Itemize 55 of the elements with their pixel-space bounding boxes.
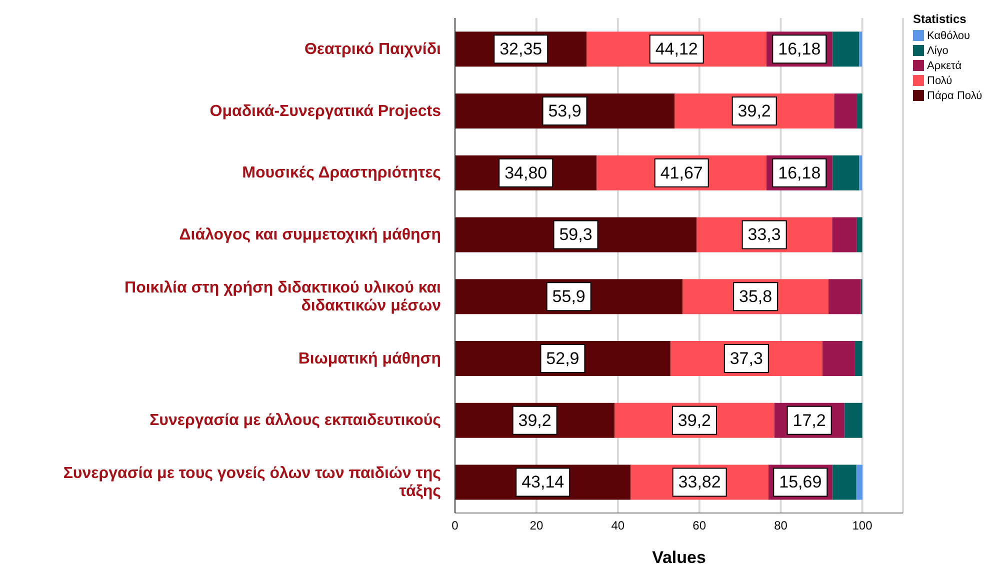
- data-label: 35,8: [739, 287, 772, 306]
- bar: [859, 155, 862, 190]
- bar: [856, 93, 862, 128]
- data-label: 16,18: [778, 163, 821, 182]
- data-label: 44,12: [655, 40, 698, 59]
- data-label: 37,3: [730, 348, 763, 368]
- bar: [832, 32, 860, 67]
- bar: [859, 32, 862, 67]
- bar: [834, 93, 857, 128]
- legend-label: Καθόλου: [927, 30, 970, 42]
- bar: [822, 340, 855, 376]
- bar: [832, 155, 860, 190]
- bar: [856, 464, 862, 500]
- x-tick-label: 80: [774, 518, 788, 533]
- data-label: 55,9: [552, 287, 586, 306]
- bar: [832, 217, 857, 252]
- y-tick-label: Θεατρικό Παιχνίδι: [304, 40, 441, 58]
- legend-label: Πάρα Πολύ: [927, 90, 982, 102]
- legend-title: Statistics: [913, 12, 968, 26]
- x-tick-label: 0: [452, 518, 459, 533]
- data-label: 59,3: [559, 225, 592, 244]
- data-label: 17,2: [792, 410, 826, 430]
- x-tick-label: 40: [611, 518, 625, 533]
- data-label: 52,9: [546, 348, 580, 368]
- data-label: 41,67: [660, 163, 703, 182]
- y-tick-label: Ποικιλία στη χρήση διδακτικού υλικού και διδακτικών μέσων: [124, 278, 442, 314]
- y-tick-label: Συνεργασία με τους γονείς όλων των παιδιών της τάξης: [63, 464, 441, 500]
- legend-label: Αρκετά: [927, 60, 962, 72]
- legend-label: Λίγο: [927, 44, 948, 56]
- data-label: 53,9: [548, 101, 582, 120]
- data-label: 33,3: [748, 225, 781, 244]
- data-label: 43,14: [522, 472, 564, 492]
- bar: [856, 217, 862, 252]
- y-tick-label: Διάλογος και συμμετοχική μάθηση: [179, 226, 441, 244]
- data-label: 32,35: [500, 40, 542, 59]
- bar: [828, 279, 861, 314]
- legend-label: Πολύ: [927, 74, 952, 86]
- data-label: 16,18: [778, 40, 821, 59]
- x-tick-label: 100: [852, 518, 873, 533]
- bar: [844, 402, 862, 438]
- x-axis-title: Values: [652, 548, 706, 567]
- x-tick-label: 60: [692, 518, 706, 533]
- data-label: 39,2: [518, 410, 552, 430]
- data-label: 33,82: [678, 472, 721, 492]
- y-tick-label: Ομαδικά-Συνεργατικά Projects: [210, 102, 442, 120]
- y-tick-label: Συνεργασία με άλλους εκπαιδευτικούς: [150, 412, 441, 429]
- data-label: 39,2: [738, 101, 771, 120]
- x-tick-label: 20: [530, 518, 544, 533]
- y-tick-label: Βιωματική μάθηση: [298, 350, 441, 367]
- data-label: 15,69: [779, 472, 822, 492]
- data-label: 39,2: [678, 410, 712, 430]
- y-tick-label: Μουσικές Δραστηριότητες: [242, 164, 441, 182]
- data-label: 34,80: [504, 163, 548, 182]
- bar: [832, 464, 856, 500]
- bar: [854, 340, 862, 376]
